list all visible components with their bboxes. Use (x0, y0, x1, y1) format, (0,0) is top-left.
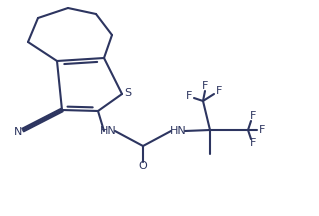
Text: F: F (250, 111, 256, 121)
Text: HN: HN (170, 126, 186, 136)
Text: F: F (186, 91, 192, 101)
Text: S: S (124, 88, 131, 98)
Text: HN: HN (100, 126, 116, 136)
Text: N: N (14, 127, 22, 137)
Text: O: O (139, 161, 147, 171)
Text: F: F (250, 138, 256, 148)
Text: F: F (202, 81, 208, 91)
Text: F: F (216, 86, 222, 96)
Text: F: F (259, 125, 265, 135)
